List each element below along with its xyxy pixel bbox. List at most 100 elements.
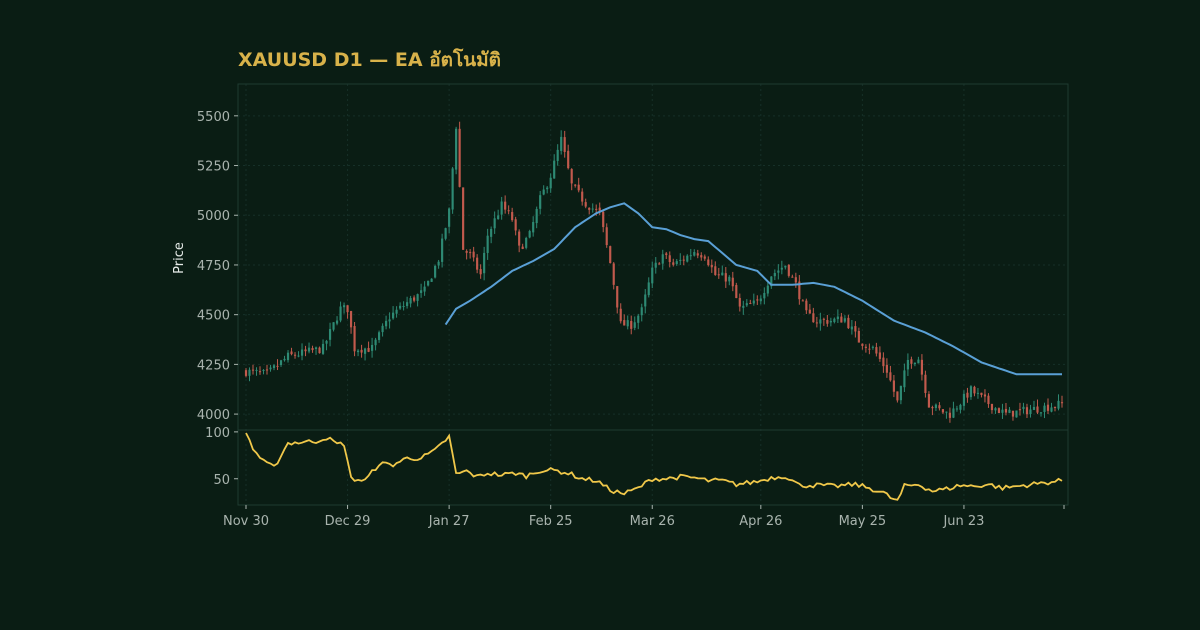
- candle-body: [448, 208, 451, 227]
- candle-body: [752, 300, 755, 304]
- candle: [924, 370, 927, 398]
- candle: [1039, 412, 1043, 417]
- candle-body: [1032, 406, 1036, 410]
- candle: [528, 229, 531, 239]
- candle: [651, 261, 654, 289]
- candle-body: [675, 261, 678, 265]
- candle-body: [577, 184, 580, 191]
- candle-body: [710, 264, 713, 268]
- candle-body: [532, 222, 535, 233]
- candle-body: [349, 311, 353, 328]
- candle: [420, 283, 423, 298]
- candle-body: [780, 267, 783, 270]
- candle-body: [385, 320, 388, 327]
- candle: [889, 365, 892, 382]
- time-tick-label: Dec 29: [325, 514, 371, 529]
- candle-body: [328, 329, 332, 340]
- candle-body: [542, 189, 545, 195]
- candle: [931, 405, 934, 416]
- candle-body: [668, 255, 671, 263]
- candle: [766, 281, 769, 297]
- candle-body: [903, 370, 906, 388]
- candle: [591, 203, 594, 213]
- candle: [514, 216, 517, 236]
- candle-body: [850, 326, 853, 330]
- candle: [1032, 400, 1036, 411]
- candle: [479, 264, 482, 279]
- candle-body: [591, 208, 594, 210]
- candle-body: [798, 281, 801, 300]
- candle: [283, 355, 286, 362]
- candle-body: [363, 348, 367, 354]
- candle-body: [325, 340, 328, 344]
- candle: [370, 337, 374, 358]
- candle: [574, 184, 577, 188]
- candle-body: [969, 386, 973, 398]
- price-axis-ticks: 4000 4250 4500 4750 5000 5250 5500: [197, 110, 238, 423]
- candle: [314, 346, 318, 355]
- candle: [962, 390, 966, 411]
- candle: [675, 258, 678, 266]
- candle-body: [745, 303, 748, 306]
- candle: [728, 275, 731, 286]
- candle: [413, 295, 416, 303]
- candle-body: [868, 348, 871, 350]
- candle-body: [332, 322, 335, 330]
- candle: [910, 356, 913, 369]
- candle: [959, 403, 962, 414]
- candle-body: [311, 348, 314, 351]
- candle-body: [567, 150, 570, 169]
- candle-body: [626, 320, 629, 327]
- candle: [997, 407, 1001, 414]
- candle: [300, 343, 304, 361]
- candle: [724, 267, 727, 288]
- candle-body: [269, 367, 272, 370]
- candle-body: [574, 184, 577, 186]
- candle-body: [875, 347, 878, 354]
- candle-body: [535, 208, 538, 224]
- candle: [826, 314, 829, 327]
- candle-body: [342, 305, 346, 308]
- candle: [441, 233, 444, 268]
- candle-body: [514, 219, 517, 231]
- candle: [602, 211, 605, 233]
- price-tick-label: 4750: [197, 259, 230, 274]
- candle-body: [759, 298, 762, 302]
- price-tick-label: 5000: [197, 209, 230, 224]
- candle: [563, 130, 566, 158]
- candle-body: [518, 231, 521, 246]
- candle: [332, 322, 335, 332]
- candle: [532, 216, 535, 237]
- candle: [1004, 402, 1008, 416]
- candle-body: [672, 262, 675, 265]
- candle: [805, 298, 808, 314]
- candle: [518, 229, 521, 253]
- candle-body: [682, 259, 685, 261]
- candle: [941, 409, 945, 415]
- candle: [763, 287, 766, 305]
- candle: [472, 246, 475, 262]
- candle-body: [857, 330, 860, 343]
- candle-body: [686, 255, 689, 262]
- candle: [560, 130, 563, 155]
- moving-average-line: [444, 202, 1062, 376]
- candle-body: [416, 294, 419, 301]
- candle-body: [556, 149, 559, 161]
- candle-body: [770, 276, 773, 287]
- candle: [269, 364, 272, 372]
- candle-body: [952, 408, 955, 418]
- candle: [994, 407, 997, 414]
- candle-body: [437, 261, 440, 266]
- candle-body: [356, 350, 360, 353]
- candle: [966, 387, 969, 403]
- candle-body: [588, 207, 591, 210]
- candle: [934, 403, 938, 412]
- candle: [770, 276, 773, 289]
- candle: [1060, 395, 1064, 408]
- time-tick-label: May 25: [839, 514, 887, 529]
- candle-body: [700, 255, 703, 258]
- candle-body: [885, 364, 888, 373]
- candle-body: [938, 405, 941, 409]
- candle-body: [812, 313, 815, 323]
- candle-body: [784, 265, 787, 268]
